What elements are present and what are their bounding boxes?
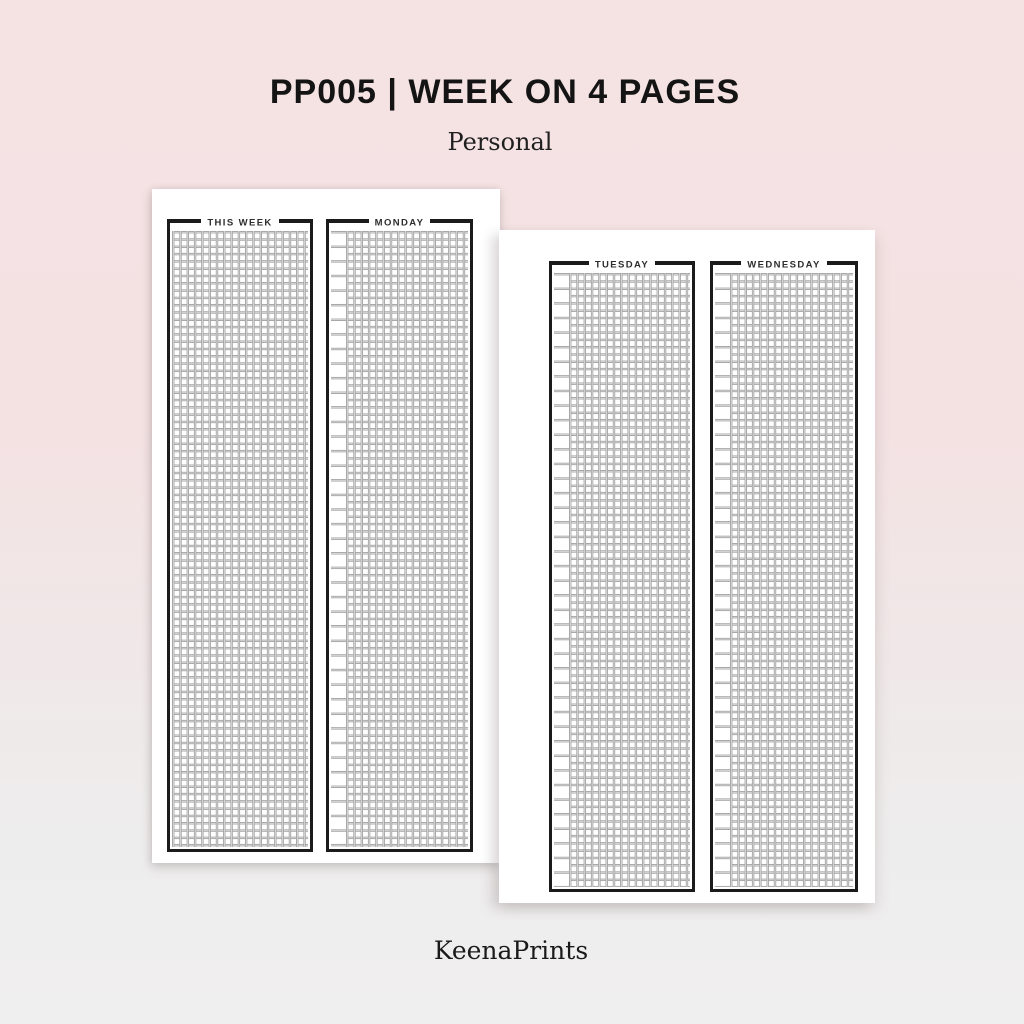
column-header: WEDNESDAY [713,259,856,274]
planner-column-monday: MONDAY [326,217,473,852]
product-subtitle: Personal [447,128,553,156]
grid-area [554,273,690,887]
column-header: TUESDAY [552,259,693,274]
time-column [715,273,730,887]
grid-area [331,231,468,847]
planner-column-wednesday: WEDNESDAY [710,259,858,892]
header-rule-right [655,261,693,265]
header-rule-right [278,219,311,223]
grid-cells [346,231,468,847]
header-rule-right [430,219,470,223]
header-rule-left [713,261,742,265]
time-column [554,273,569,887]
time-column [331,231,346,847]
product-title: PP005 | WEEK ON 4 PAGES [269,73,741,111]
column-label: WEDNESDAY [747,259,821,271]
header-rule-right [826,261,856,265]
header-rule-left [170,219,202,223]
planner-column-tuesday: TUESDAY [549,259,695,892]
column-label: MONDAY [374,217,425,229]
header-rule-left [329,219,369,223]
grid-area [715,273,853,887]
header-rule-left [552,261,589,265]
grid-cells [730,273,853,887]
grid-area [172,231,308,847]
planner-column-this-week: THIS WEEK [167,217,313,852]
grid-cells [569,273,690,887]
column-header: MONDAY [329,217,470,232]
planner-page-1: THIS WEEK MONDAY [152,189,500,863]
column-label: TUESDAY [594,259,650,271]
column-label: THIS WEEK [207,217,273,229]
brand-name: KeenaPrints [433,936,589,965]
column-header: THIS WEEK [170,217,311,232]
planner-page-2: TUESDAY WEDNESDAY [499,230,875,903]
